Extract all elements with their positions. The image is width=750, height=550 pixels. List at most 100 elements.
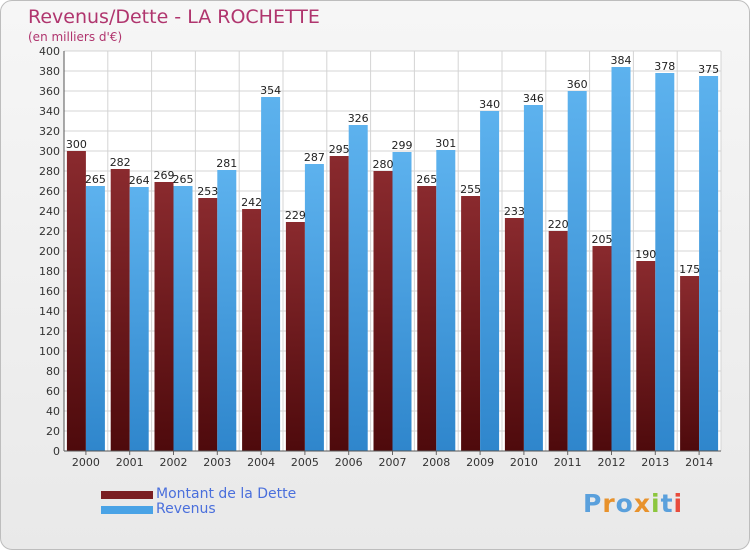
bar-revenus-2008 — [436, 150, 456, 451]
value-label-debt: 242 — [241, 196, 262, 209]
legend-label-debt: Montant de la Dette — [156, 486, 297, 502]
bar-revenus-2009 — [480, 111, 500, 451]
bar-revenus-2012 — [611, 67, 631, 451]
value-label-debt: 265 — [416, 173, 437, 186]
y-tick-label: 220 — [39, 225, 60, 238]
value-label-debt: 255 — [460, 183, 481, 196]
value-label-debt: 280 — [373, 158, 394, 171]
y-tick-label: 120 — [39, 325, 60, 338]
bar-debt-2014 — [680, 276, 700, 451]
bar-debt-2005 — [285, 222, 305, 451]
value-label-debt: 269 — [154, 169, 175, 182]
y-tick-label: 380 — [39, 65, 60, 78]
bar-revenus-2001 — [129, 187, 149, 451]
x-tick-label: 2006 — [335, 456, 363, 469]
bar-revenus-2000 — [85, 186, 105, 451]
value-label-debt: 295 — [329, 143, 350, 156]
bar-debt-2010 — [504, 218, 524, 451]
legend-swatch-debt — [101, 491, 153, 499]
y-tick-label: 60 — [46, 385, 60, 398]
value-label-debt: 205 — [592, 233, 613, 246]
y-tick-label: 360 — [39, 85, 60, 98]
logo-letter: x — [633, 489, 651, 518]
value-label-debt: 190 — [635, 248, 656, 261]
bar-debt-2006 — [329, 156, 349, 451]
bar-revenus-2013 — [655, 73, 675, 451]
y-tick-label: 100 — [39, 345, 60, 358]
y-tick-label: 340 — [39, 105, 60, 118]
proxiti-logo: Proxiti — [583, 489, 683, 518]
y-tick-label: 80 — [46, 365, 60, 378]
value-label-revenus: 378 — [654, 60, 675, 73]
bar-revenus-2010 — [523, 105, 543, 451]
x-tick-label: 2012 — [598, 456, 626, 469]
bar-debt-2000 — [66, 151, 86, 451]
y-tick-label: 140 — [39, 305, 60, 318]
y-tick-label: 240 — [39, 205, 60, 218]
value-label-revenus: 265 — [85, 173, 106, 186]
x-tick-label: 2013 — [641, 456, 669, 469]
legend-label-revenus: Revenus — [156, 501, 216, 517]
logo-letter: i — [673, 489, 684, 518]
value-label-debt: 220 — [548, 218, 569, 231]
bar-revenus-2003 — [217, 170, 237, 451]
logo-letter: P — [583, 489, 603, 518]
value-label-revenus: 384 — [611, 54, 632, 67]
value-label-debt: 175 — [679, 263, 700, 276]
bar-debt-2002 — [154, 182, 174, 451]
x-tick-label: 2010 — [510, 456, 538, 469]
bar-revenus-2006 — [348, 125, 368, 451]
x-tick-label: 2014 — [685, 456, 713, 469]
logo-letter: i — [651, 489, 661, 518]
bar-debt-2013 — [636, 261, 656, 451]
bar-debt-2004 — [242, 209, 262, 451]
x-tick-label: 2008 — [422, 456, 450, 469]
value-label-revenus: 281 — [216, 157, 237, 170]
logo-letter: t — [660, 489, 674, 518]
bar-revenus-2007 — [392, 152, 412, 451]
y-tick-label: 300 — [39, 145, 60, 158]
value-label-revenus: 340 — [479, 98, 500, 111]
y-tick-label: 280 — [39, 165, 60, 178]
value-label-revenus: 354 — [260, 84, 281, 97]
y-tick-label: 400 — [39, 45, 60, 58]
x-tick-label: 2009 — [466, 456, 494, 469]
x-tick-label: 2003 — [203, 456, 231, 469]
x-tick-label: 2000 — [72, 456, 100, 469]
value-label-revenus: 326 — [348, 112, 369, 125]
axis-layer: 0 20 40 60 80 100 120 140 160 180 200 220 240 260 280 3… — [39, 45, 721, 469]
legend-swatch-revenus — [101, 506, 153, 514]
bar-revenus-2004 — [261, 97, 281, 451]
bar-revenus-2014 — [699, 76, 719, 451]
logo-letter: r — [602, 489, 616, 518]
x-tick-label: 2011 — [554, 456, 582, 469]
y-tick-label: 160 — [39, 285, 60, 298]
y-tick-label: 260 — [39, 185, 60, 198]
value-label-revenus: 265 — [173, 173, 194, 186]
chart-subtitle: (en milliers d'€) — [28, 30, 123, 44]
value-label-revenus: 301 — [435, 137, 456, 150]
x-tick-label: 2004 — [247, 456, 275, 469]
value-label-debt: 229 — [285, 209, 306, 222]
bar-debt-2003 — [198, 198, 218, 451]
value-label-debt: 233 — [504, 205, 525, 218]
value-label-revenus: 360 — [567, 78, 588, 91]
bar-revenus-2011 — [567, 91, 587, 451]
bar-debt-2009 — [461, 196, 481, 451]
bar-debt-2007 — [373, 171, 393, 451]
x-tick-label: 2007 — [379, 456, 407, 469]
x-tick-label: 2002 — [160, 456, 188, 469]
x-tick-label: 2005 — [291, 456, 319, 469]
value-label-revenus: 287 — [304, 151, 325, 164]
x-tick-label: 2001 — [116, 456, 144, 469]
bar-revenus-2005 — [304, 164, 324, 451]
bar-debt-2008 — [417, 186, 437, 451]
chart-title: Revenus/Dette - LA ROCHETTE — [28, 6, 320, 28]
bar-layer — [66, 67, 719, 451]
bar-revenus-2002 — [173, 186, 193, 451]
bar-debt-2001 — [110, 169, 130, 451]
value-label-revenus: 375 — [698, 63, 719, 76]
y-tick-label: 320 — [39, 125, 60, 138]
